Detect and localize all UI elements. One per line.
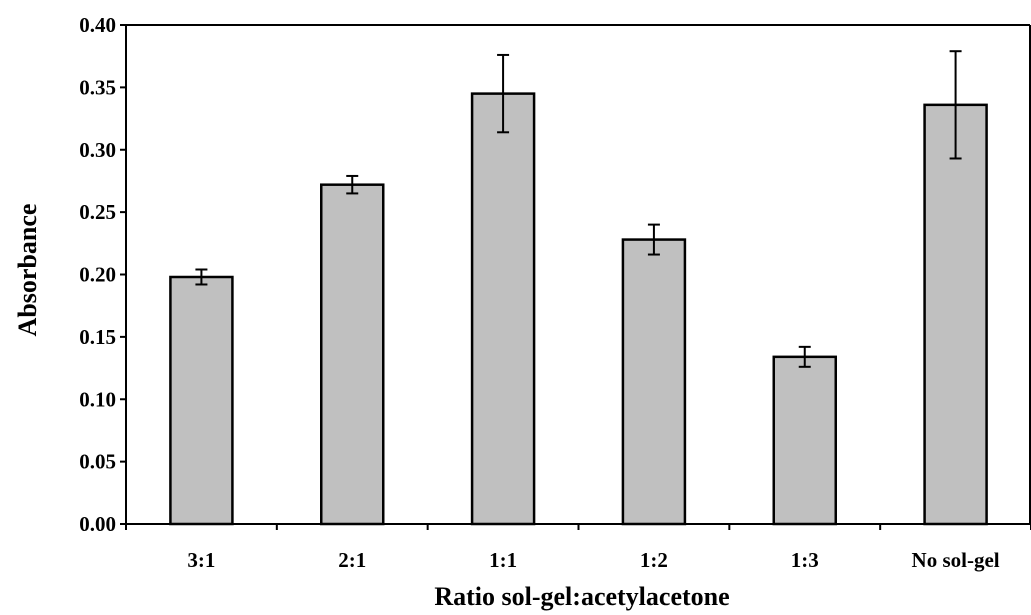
bar-3-1 xyxy=(169,275,234,526)
y-axis-title: Absorbance xyxy=(13,204,42,337)
x-tick-label: 3:1 xyxy=(187,548,215,572)
bar-1-1 xyxy=(470,92,536,526)
y-tick-label: 0.35 xyxy=(79,75,116,99)
y-tick-label: 0.25 xyxy=(79,200,116,224)
y-tick-label: 0.20 xyxy=(79,263,116,287)
bars-layer xyxy=(169,92,988,526)
bar-2-1 xyxy=(320,183,385,526)
y-tick-label: 0.05 xyxy=(79,450,116,474)
y-axis: 0.00 0.05 0.10 0.15 0.20 0.25 0.30 0.35 0.40 xyxy=(79,13,127,536)
x-tick-label: 1:3 xyxy=(791,548,819,572)
error-bars-layer xyxy=(195,50,962,368)
y-tick-label: 0.00 xyxy=(79,512,116,536)
bar-1-2 xyxy=(621,238,687,526)
bar-1-3 xyxy=(772,355,837,526)
y-tick-label: 0.30 xyxy=(79,138,116,162)
x-tick-label: 1:1 xyxy=(489,548,517,572)
plot-frame xyxy=(126,24,1031,524)
x-axis: 3:1 2:1 1:1 1:2 1:3 No sol-gel xyxy=(125,523,1031,572)
y-tick-label: 0.15 xyxy=(79,325,116,349)
x-tick-label: 2:1 xyxy=(338,548,366,572)
x-tick-label: No sol-gel xyxy=(912,548,1000,572)
x-axis-title: Ratio sol-gel:acetylacetone xyxy=(434,582,729,611)
bar-no-sol-gel xyxy=(923,103,988,526)
x-tick-label: 1:2 xyxy=(640,548,668,572)
y-tick-label: 0.10 xyxy=(79,387,116,411)
y-tick-label: 0.40 xyxy=(79,13,116,37)
